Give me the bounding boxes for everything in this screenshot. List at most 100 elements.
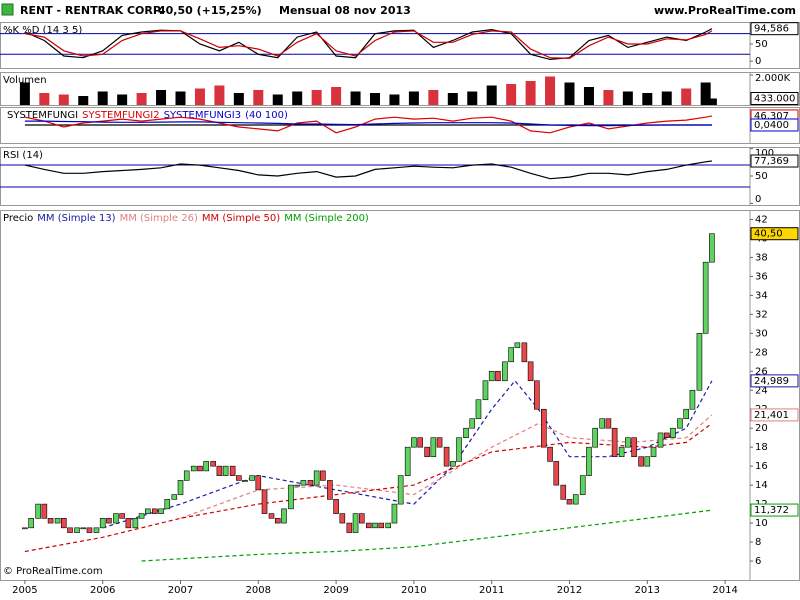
candle-body <box>638 456 644 467</box>
candle-body <box>152 508 158 514</box>
series-line <box>24 423 713 553</box>
candle-body <box>106 518 112 524</box>
candle-body <box>670 427 676 438</box>
candle-body <box>709 233 715 263</box>
volume-bar <box>525 81 536 105</box>
volume-bar <box>545 76 556 105</box>
x-tick-label: 2009 <box>323 585 348 596</box>
y-tick-label: 32 <box>755 309 768 320</box>
value-label-box <box>750 118 799 132</box>
candle-body <box>249 475 255 481</box>
candle-body <box>352 513 359 533</box>
candle-body <box>644 456 651 467</box>
panel-legend: Precio MM (Simple 13) MM (Simple 26) MM (Si… <box>3 213 369 224</box>
candle-body <box>80 527 87 530</box>
series-line <box>102 379 713 529</box>
candle-body <box>365 522 372 529</box>
value-label-box <box>750 227 799 241</box>
legend-entry: MM (Simple 26) <box>120 213 198 224</box>
legend-entry: MM (Simple 50) <box>202 213 280 224</box>
footer: © ProRealTime.com <box>3 566 103 577</box>
candle-body <box>378 522 385 529</box>
candle-body <box>482 380 489 401</box>
volume-bar <box>389 94 400 105</box>
candle-body <box>210 461 216 467</box>
candle-body <box>281 508 287 524</box>
volume-bar <box>97 91 108 105</box>
candle-body <box>424 446 430 457</box>
value-label-box <box>750 408 799 422</box>
volume-bar <box>583 87 594 105</box>
candle-body <box>553 461 560 486</box>
x-tick-label: 2011 <box>479 585 504 596</box>
series-line <box>141 509 712 562</box>
candle-body <box>164 499 171 510</box>
y-tick-label: 26 <box>755 366 768 377</box>
panel-legend: Volumen <box>3 75 47 86</box>
y-tick-label: 42 <box>755 214 768 225</box>
value-label: 24,989 <box>754 376 789 387</box>
volume-bar <box>311 90 322 105</box>
candle-body <box>572 494 579 505</box>
site: www.ProRealTime.com <box>654 4 796 17</box>
candle-body <box>216 465 223 476</box>
candle-body <box>430 437 437 457</box>
candle-body <box>93 527 100 533</box>
candle-body <box>677 418 683 429</box>
candle-body <box>99 518 106 529</box>
volume-bar <box>681 88 692 105</box>
candle-body <box>54 518 61 524</box>
candle-body <box>527 361 534 382</box>
candle-body <box>327 480 333 500</box>
candle-body <box>177 480 184 495</box>
volume-bar <box>700 82 711 105</box>
panel-legend: SYSTEMFUNGI SYSTEMFUNGI2 SYSTEMFUNGI3 (40 1… <box>7 110 288 121</box>
panel-title: RSI (14) <box>3 150 43 161</box>
candle-body <box>190 465 197 472</box>
volume-bar <box>642 93 653 105</box>
volume-bar <box>58 94 69 105</box>
y-tick-label: 36 <box>755 271 768 282</box>
y-tick-label: 30 <box>755 328 768 339</box>
legend-entry: MM (Simple 200) <box>284 213 369 224</box>
y-tick-label: 16 <box>755 461 768 472</box>
volume-bar <box>467 91 478 105</box>
x-tick-label: 2012 <box>557 585 582 596</box>
candle-body <box>158 508 164 514</box>
candle-body <box>86 527 93 533</box>
y-tick-label: 0 <box>755 56 761 67</box>
candle-body <box>28 518 34 529</box>
candle-body <box>74 527 80 533</box>
candle-body <box>320 470 326 481</box>
volume-bar <box>428 90 439 105</box>
volume-bar <box>486 85 497 105</box>
legend-entry: SYSTEMFUNGI3 <box>164 110 241 121</box>
volume-bar <box>408 91 419 105</box>
candle-body <box>657 432 664 448</box>
candle-body <box>391 503 398 524</box>
candle-body <box>385 522 392 529</box>
candle-body <box>488 370 495 382</box>
candle-body <box>696 333 703 391</box>
candle-body <box>288 484 294 510</box>
volume-bar <box>506 84 517 105</box>
y-tick-label: 50 <box>755 171 768 182</box>
volume-bar <box>78 96 89 105</box>
candle-body <box>67 527 73 533</box>
candle-body <box>183 470 190 481</box>
volume-bar <box>331 87 342 105</box>
candle-body <box>333 499 339 514</box>
y-tick-label: 20 <box>755 423 768 434</box>
candle-body <box>274 518 281 524</box>
x-tick-label: 2006 <box>90 585 115 596</box>
candle-body <box>436 437 443 448</box>
panel-title: Volumen <box>3 75 47 86</box>
candle-body <box>268 513 275 519</box>
value-label: 0,0400 <box>754 120 789 131</box>
candle-body <box>534 380 540 410</box>
candle-body <box>60 518 67 529</box>
candle-body <box>541 408 547 448</box>
volume-bar <box>272 94 283 105</box>
candle-body <box>229 465 236 476</box>
candle-body <box>41 503 48 519</box>
